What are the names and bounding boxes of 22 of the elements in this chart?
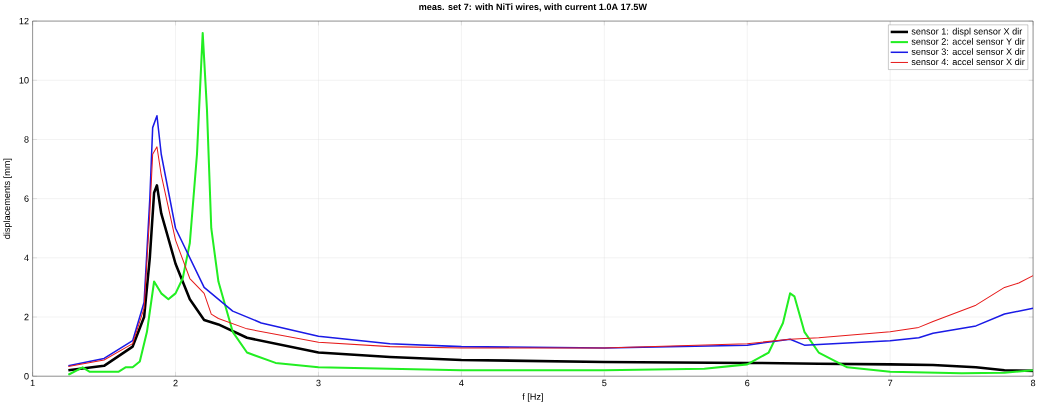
chart-title: meas. set 7: with NiTi wires, with current 1.0A 17.5W: [419, 3, 648, 12]
x-axis-title: f [Hz]: [522, 393, 543, 402]
x-tick-label: 1: [30, 379, 35, 387]
legend-label: sensor 1: displ sensor X dir: [911, 27, 1023, 37]
x-tick-label: 6: [745, 379, 750, 387]
y-tick-label: 2: [24, 313, 29, 321]
y-axis-title: displacements [mm]: [3, 158, 12, 239]
y-tick-label: 4: [24, 254, 29, 261]
x-tick-label: 8: [1030, 379, 1036, 387]
x-tick-label: 3: [316, 379, 321, 387]
y-tick-label: 0: [24, 372, 29, 380]
legend-label: sensor 3: accel sensor X dir: [911, 48, 1025, 55]
x-tick-label: 2: [173, 379, 178, 387]
y-tick-label: 6: [24, 195, 29, 202]
legend-label: sensor 4: accel sensor X dir: [911, 58, 1025, 66]
y-tick-label: 12: [19, 17, 29, 25]
x-tick-label: 7: [888, 379, 893, 387]
y-tick-label: 10: [19, 76, 29, 84]
y-tick-label: 8: [24, 136, 29, 143]
x-tick-label: 4: [459, 379, 464, 387]
legend-label: sensor 2: accel sensor Y dir: [911, 37, 1025, 45]
x-tick-label: 5: [602, 379, 607, 387]
